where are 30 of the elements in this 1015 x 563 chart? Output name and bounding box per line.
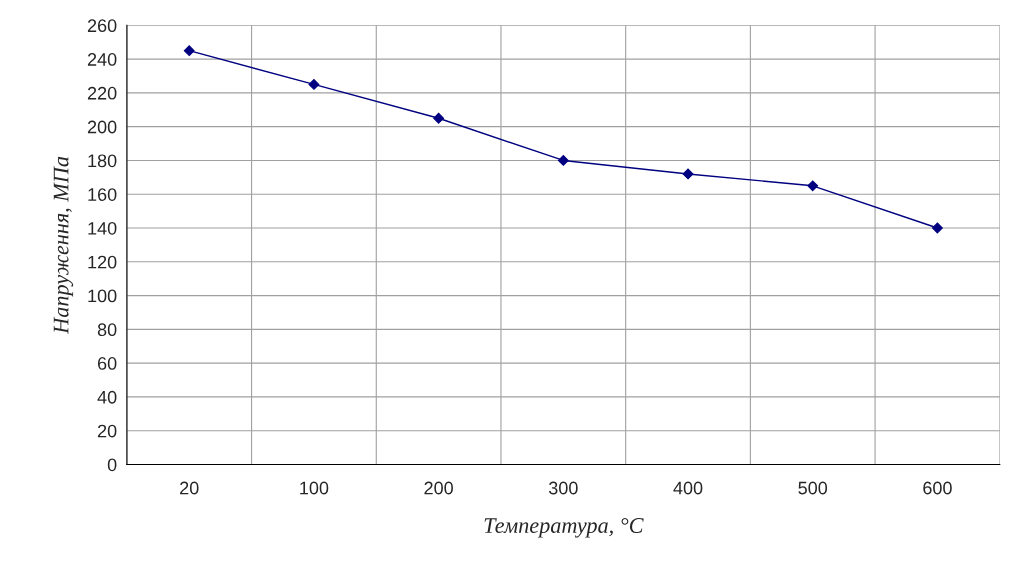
x-tick-label: 300: [548, 481, 578, 495]
y-tick-label: 260: [87, 19, 117, 33]
y-tick-label: 200: [87, 120, 117, 134]
y-axis-title: Напруження, МПа: [53, 156, 74, 335]
point: [682, 168, 694, 180]
x-axis-title: Температура, °C: [484, 518, 644, 538]
x-tick-label: 20: [180, 481, 199, 495]
point: [807, 180, 819, 192]
point: [308, 79, 320, 90]
y-tick-label: 0: [107, 458, 117, 472]
y-tick-label: 120: [88, 255, 117, 269]
x-tick-label: 400: [673, 481, 703, 495]
x-tick-label: 500: [798, 481, 828, 495]
y-tick-label: 20: [97, 424, 117, 438]
y-tick-label: 220: [87, 86, 117, 100]
y-tick-label: 140: [88, 221, 117, 235]
y-tick-label: 60: [97, 357, 117, 370]
point: [557, 155, 569, 166]
x-tick-label: 100: [300, 481, 329, 495]
y-tick-label: 160: [88, 188, 117, 201]
y-tick-label: 80: [97, 323, 117, 337]
y-tick-label: 240: [87, 53, 117, 66]
x-tick-label: 600: [923, 481, 952, 495]
y-tick-label: 40: [97, 390, 117, 404]
point: [183, 45, 195, 57]
y-tick-label: 180: [88, 154, 117, 168]
x-tick-label: 200: [424, 481, 453, 495]
y-tick-label: 100: [88, 289, 117, 303]
point: [931, 222, 943, 234]
point: [433, 112, 445, 124]
